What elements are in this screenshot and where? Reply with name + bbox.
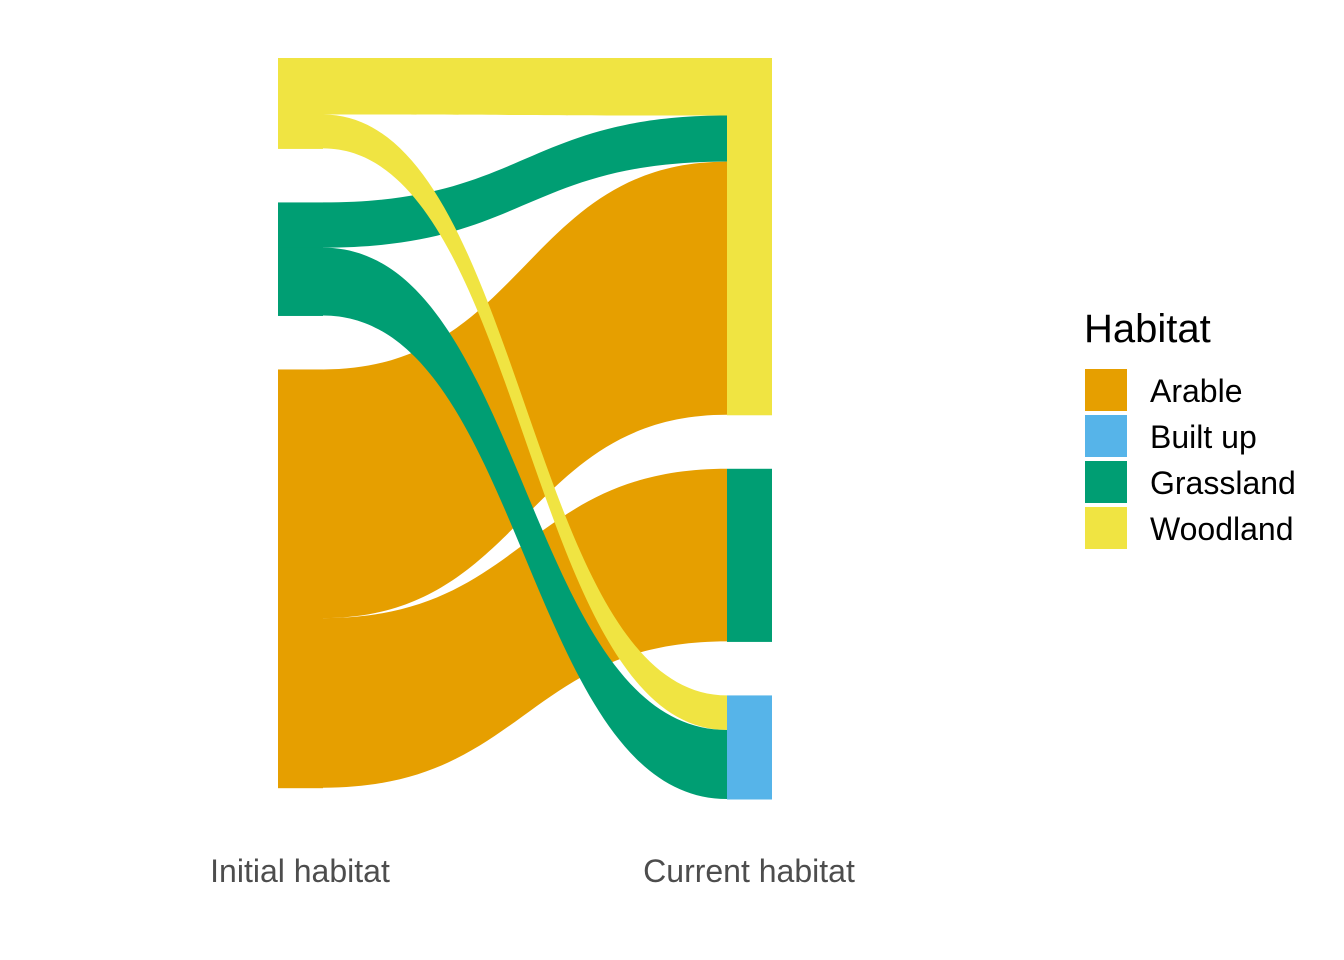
stratum-current-woodland [727, 115, 772, 163]
alluvial-strata [278, 58, 772, 800]
stratum-current-built-up [727, 729, 772, 800]
legend-swatch-woodland [1085, 507, 1127, 549]
axis-label-current: Current habitat [643, 853, 855, 889]
stratum-initial-grassland [278, 202, 323, 249]
stratum-current-woodland [727, 161, 772, 416]
legend-label-arable: Arable [1150, 373, 1243, 409]
stratum-initial-arable [278, 618, 323, 789]
stratum-current-grassland [727, 468, 772, 642]
legend: Habitat Arable Built up Grassland Woodland [1084, 307, 1296, 549]
legend-swatch-arable [1085, 369, 1127, 411]
stratum-current-built-up [727, 695, 772, 731]
legend-title: Habitat [1084, 307, 1211, 351]
stratum-initial-woodland [278, 58, 323, 116]
legend-swatch-grassland [1085, 461, 1127, 503]
stratum-initial-woodland [278, 114, 323, 149]
stratum-current-woodland [727, 58, 772, 117]
legend-label-grassland: Grassland [1150, 465, 1296, 501]
flow-grassland-to-woodland [323, 115, 727, 248]
axis-label-initial: Initial habitat [210, 853, 390, 889]
stratum-initial-arable [278, 369, 323, 619]
stratum-initial-grassland [278, 247, 323, 316]
flow-woodland-to-woodland [323, 58, 727, 116]
alluvial-flows [323, 58, 727, 800]
legend-label-woodland: Woodland [1150, 511, 1294, 547]
flow-woodland-to-built-up [323, 114, 727, 730]
flow-arable-to-grassland [323, 468, 727, 788]
legend-swatch-built-up [1085, 415, 1127, 457]
flow-grassland-to-built-up [323, 247, 727, 800]
flow-arable-to-woodland [323, 161, 727, 619]
legend-label-built-up: Built up [1150, 419, 1257, 455]
